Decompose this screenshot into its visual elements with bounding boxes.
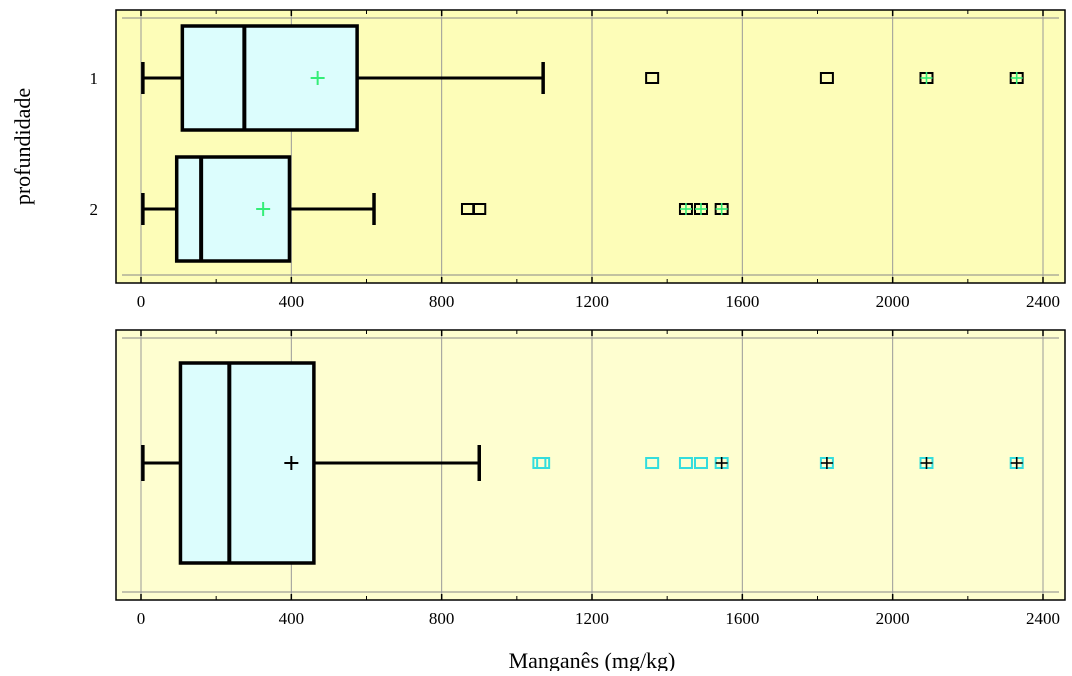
top-outlier-plus-2: [715, 203, 728, 215]
bottom-outlier-1: [536, 457, 551, 469]
boxplot-by-depth: 0 400 800 1200 1600 2000 2400 1 2 profundidade: [10, 9, 1066, 311]
top-outlier-0: [645, 72, 660, 84]
bottom-mean-marker: [284, 456, 299, 470]
top-outlier-plus-0: [920, 72, 933, 84]
top-category-label-1: 2: [90, 200, 99, 219]
bottom-outlier-plus-3: [1010, 457, 1023, 469]
top-tick-label-4: 1600: [725, 292, 759, 311]
top-outlier-plus-0: [679, 203, 692, 215]
top-outlier-1: [819, 72, 834, 84]
bottom-tick-label-3: 1200: [575, 609, 609, 628]
bottom-tick-label-0: 0: [137, 609, 146, 628]
top-tick-label-3: 1200: [575, 292, 609, 311]
bottom-outlier-4: [693, 457, 708, 469]
top-tick-label-5: 2000: [876, 292, 910, 311]
top-tick-label-6: 2400: [1026, 292, 1060, 311]
top-outlier-1: [472, 203, 487, 215]
bottom-tick-label-2: 800: [429, 609, 455, 628]
bottom-tick-label-6: 2400: [1026, 609, 1060, 628]
bottom-outlier-3: [678, 457, 693, 469]
bottom-tick-label-1: 400: [279, 609, 305, 628]
bottom-x-axis-title: Manganês (mg/kg): [509, 648, 676, 671]
top-mean-marker: [256, 202, 271, 216]
top-iqr-box: [174, 155, 292, 263]
top-outlier-plus-1: [694, 203, 707, 215]
bottom-tick-label-4: 1600: [725, 609, 759, 628]
boxplot-overall: 0 400 800 1200 1600 2000 2400 Manganês (mg/kg): [115, 329, 1066, 673]
top-category-label-0: 1: [90, 69, 99, 88]
top-tick-label-2: 800: [429, 292, 455, 311]
top-tick-label-1: 400: [279, 292, 305, 311]
top-box-2: [141, 155, 729, 263]
bottom-tick-label-5: 2000: [876, 609, 910, 628]
top-mean-marker: [310, 71, 325, 85]
top-iqr-box: [180, 24, 359, 132]
bottom-outlier-2: [645, 457, 660, 469]
bottom-box-all: [141, 361, 1024, 565]
top-tick-label-0: 0: [137, 292, 146, 311]
bottom-outlier-plus-0: [715, 457, 728, 469]
bottom-outlier-plus-1: [820, 457, 833, 469]
top-y-axis-title: profundidade: [10, 88, 35, 205]
top-outlier-plus-1: [1010, 72, 1023, 84]
bottom-outlier-plus-2: [920, 457, 933, 469]
top-box-1: [141, 24, 1024, 132]
